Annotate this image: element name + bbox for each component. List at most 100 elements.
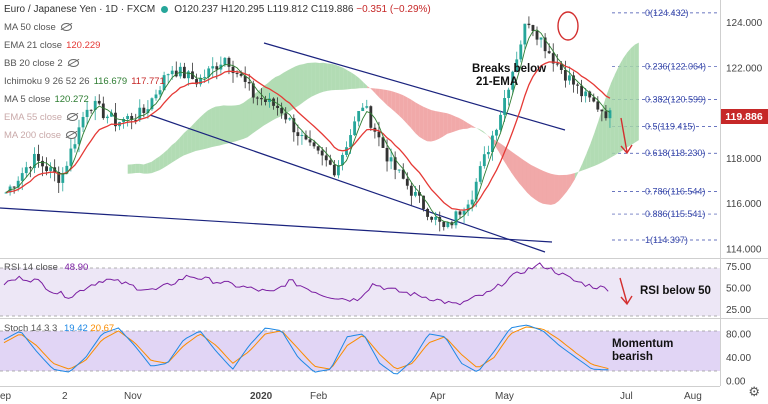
channel-lower-line[interactable] [0, 207, 553, 243]
candle [114, 102, 117, 132]
candle [503, 90, 507, 122]
candle [296, 124, 300, 146]
cloud-segment [335, 64, 340, 90]
candle [519, 40, 523, 63]
cloud-segment [307, 62, 312, 100]
legend-item-6[interactable]: MA 200 close [4, 130, 78, 142]
stoch-pane[interactable] [0, 324, 720, 375]
cloud-segment [610, 74, 615, 158]
cloud-segment [546, 172, 551, 205]
legend-item-value: 120.272 [54, 94, 89, 105]
candle [345, 141, 348, 158]
stoch-legend[interactable]: Stoch 14 3 3 19.42 20.67 [4, 323, 114, 335]
gear-icon[interactable]: ⚙ [748, 384, 760, 399]
candle-body [328, 160, 332, 165]
x-tick-label: 2 [62, 391, 68, 402]
candle [259, 88, 263, 106]
candle-body [89, 109, 93, 111]
legend-item-0[interactable]: MA 50 close [4, 22, 72, 34]
candle-body [203, 76, 207, 78]
candle [199, 74, 203, 87]
eye-hidden-icon[interactable] [60, 23, 72, 32]
candle [604, 104, 608, 121]
candle-body [150, 98, 154, 110]
cloud-segment [339, 66, 344, 90]
candle [81, 111, 85, 132]
market-status-dot [161, 5, 169, 13]
candle-body [276, 105, 280, 108]
cloud-segment [534, 166, 539, 202]
candle-body [324, 155, 328, 161]
candle-body [191, 71, 194, 80]
candle-body [255, 97, 259, 99]
candle [24, 161, 28, 178]
y-axis[interactable]: 124.000122.000120.000118.000116.000114.0… [720, 0, 763, 388]
candle-body [596, 101, 600, 110]
cloud-segment [327, 63, 332, 91]
candle-body [182, 66, 186, 79]
cloud-segment [403, 95, 408, 124]
candle-body [73, 144, 77, 149]
eye-hidden-icon[interactable] [67, 113, 79, 122]
legend-item-2[interactable]: BB 20 close 2 [4, 58, 79, 70]
cloud-segment [199, 114, 204, 151]
legend-item-1[interactable]: EMA 21 close 120.229 [4, 40, 100, 52]
eye-hidden-icon[interactable] [66, 131, 78, 140]
cloud-segment [187, 125, 192, 154]
rsi-tick-label: 50.00 [726, 283, 751, 294]
candle [239, 70, 243, 78]
candle [320, 147, 324, 166]
legend-item-label: MA 5 close [4, 94, 51, 105]
x-axis[interactable]: ep 2 Nov 2020 Feb Apr May Jul Aug [0, 386, 720, 403]
candle-body [259, 97, 263, 100]
cloud-segment [387, 90, 392, 109]
candle-body [397, 169, 401, 171]
candle-body [272, 98, 275, 106]
candle [576, 82, 579, 94]
candle [389, 148, 393, 170]
candle [486, 145, 490, 159]
candle-body [551, 53, 555, 64]
cloud-segment [311, 62, 316, 97]
symbol-title[interactable]: Euro / Japanese Yen · 1D · FXCM [4, 4, 156, 15]
cloud-segment [183, 129, 188, 156]
cloud-segment [558, 175, 563, 201]
cloud-segment [590, 131, 595, 168]
candle [12, 186, 16, 194]
candle-body [413, 192, 417, 196]
candle-body [264, 99, 267, 102]
candle-body [308, 139, 312, 143]
cloud-segment [303, 62, 308, 103]
candle-body [268, 98, 271, 102]
channel-upper-line[interactable] [263, 42, 566, 131]
candle-body [454, 211, 458, 226]
eye-hidden-icon[interactable] [67, 59, 79, 68]
channel-mid-line[interactable] [149, 114, 546, 253]
price-pane[interactable]: 0(124.432) 0.236(122.064) 0.382(120.599) 0.… [0, 0, 768, 259]
cloud-segment [499, 142, 504, 160]
candle-body [142, 107, 146, 113]
rsi-pane[interactable] [0, 262, 768, 319]
legend-item-4[interactable]: MA 5 close 120.272 [4, 94, 89, 106]
candle [539, 37, 543, 48]
stoch-d-line [3, 326, 609, 370]
candle [49, 162, 53, 179]
cloud-segment [538, 168, 543, 204]
fib-level-label: 0.382(120.599) [645, 95, 706, 105]
legend-item-5[interactable]: EMA 55 close [4, 112, 79, 124]
cloud-segment [287, 68, 292, 113]
rsi-legend[interactable]: RSI 14 close 48.90 [4, 262, 88, 274]
cloud-segment [475, 127, 480, 130]
candle [426, 207, 429, 221]
bearish-arrow-rsi [619, 277, 633, 306]
cloud-segment [163, 149, 168, 168]
candle [418, 185, 421, 203]
cloud-segment [255, 89, 260, 132]
cloud-segment [379, 88, 384, 102]
bearish-arrow-price [620, 117, 633, 155]
candle-body [499, 114, 502, 130]
legend-item-3[interactable]: Ichimoku 9 26 52 26 116.679 117.771 [4, 76, 165, 88]
candle [600, 109, 604, 122]
candle-body [353, 121, 357, 136]
